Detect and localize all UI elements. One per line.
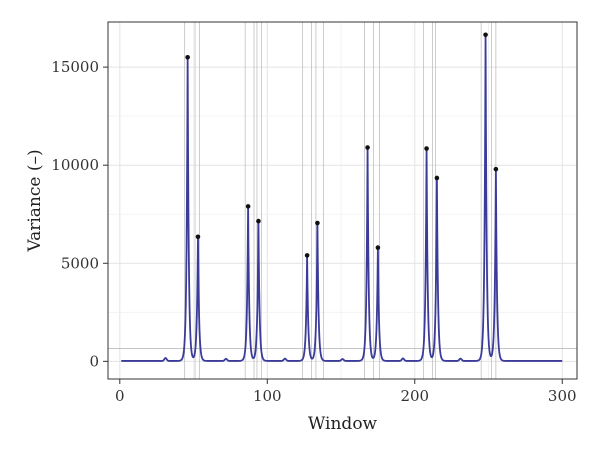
variance-series-line	[120, 33, 563, 362]
peak-point	[365, 145, 370, 150]
peak-point	[315, 220, 320, 226]
peak-point	[434, 175, 440, 181]
plot-border	[107, 21, 578, 380]
x-axis-title: Window	[308, 414, 378, 434]
x-tick-label: 200	[400, 387, 429, 405]
y-tick-label: 15000	[51, 58, 99, 76]
y-axis-title: Variance (–)	[25, 149, 45, 252]
peak-point	[245, 204, 251, 209]
peak-window-lines	[184, 22, 497, 379]
x-tick-label: 300	[548, 387, 577, 405]
y-tick-label: 5000	[61, 254, 99, 272]
x-axis-ticks: 0 100 200 300	[115, 379, 577, 405]
peak-point	[185, 55, 190, 60]
y-tick-label: 10000	[51, 156, 99, 174]
y-axis-ticks: 0 5000 10000 15000	[51, 58, 108, 370]
y-tick-label: 0	[89, 352, 99, 370]
peak-point	[375, 245, 381, 250]
peak-point	[195, 234, 201, 240]
peak-point	[493, 166, 499, 172]
peak-point	[483, 32, 488, 38]
peak-point	[424, 146, 429, 151]
plot-panel	[108, 22, 577, 379]
peak-markers	[185, 32, 499, 258]
x-tick-label: 0	[115, 387, 125, 405]
peak-point	[304, 253, 310, 258]
x-tick-label: 100	[253, 387, 282, 405]
peak-point	[256, 218, 261, 224]
